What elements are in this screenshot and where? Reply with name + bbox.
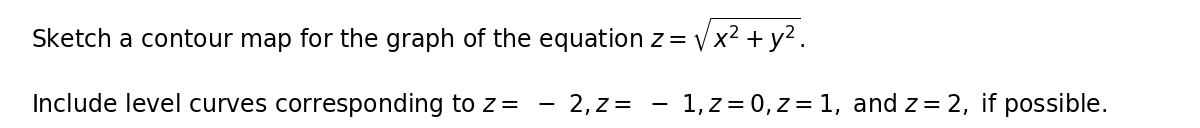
Text: Sketch a contour map for the graph of the equation $z = \sqrt{x^2 + y^2}.$: Sketch a contour map for the graph of th… — [31, 16, 805, 56]
Text: Include level curves corresponding to $z = \ -\ 2, z = \ -\ 1, z = 0, z = 1,$ an: Include level curves corresponding to $z… — [31, 91, 1106, 119]
